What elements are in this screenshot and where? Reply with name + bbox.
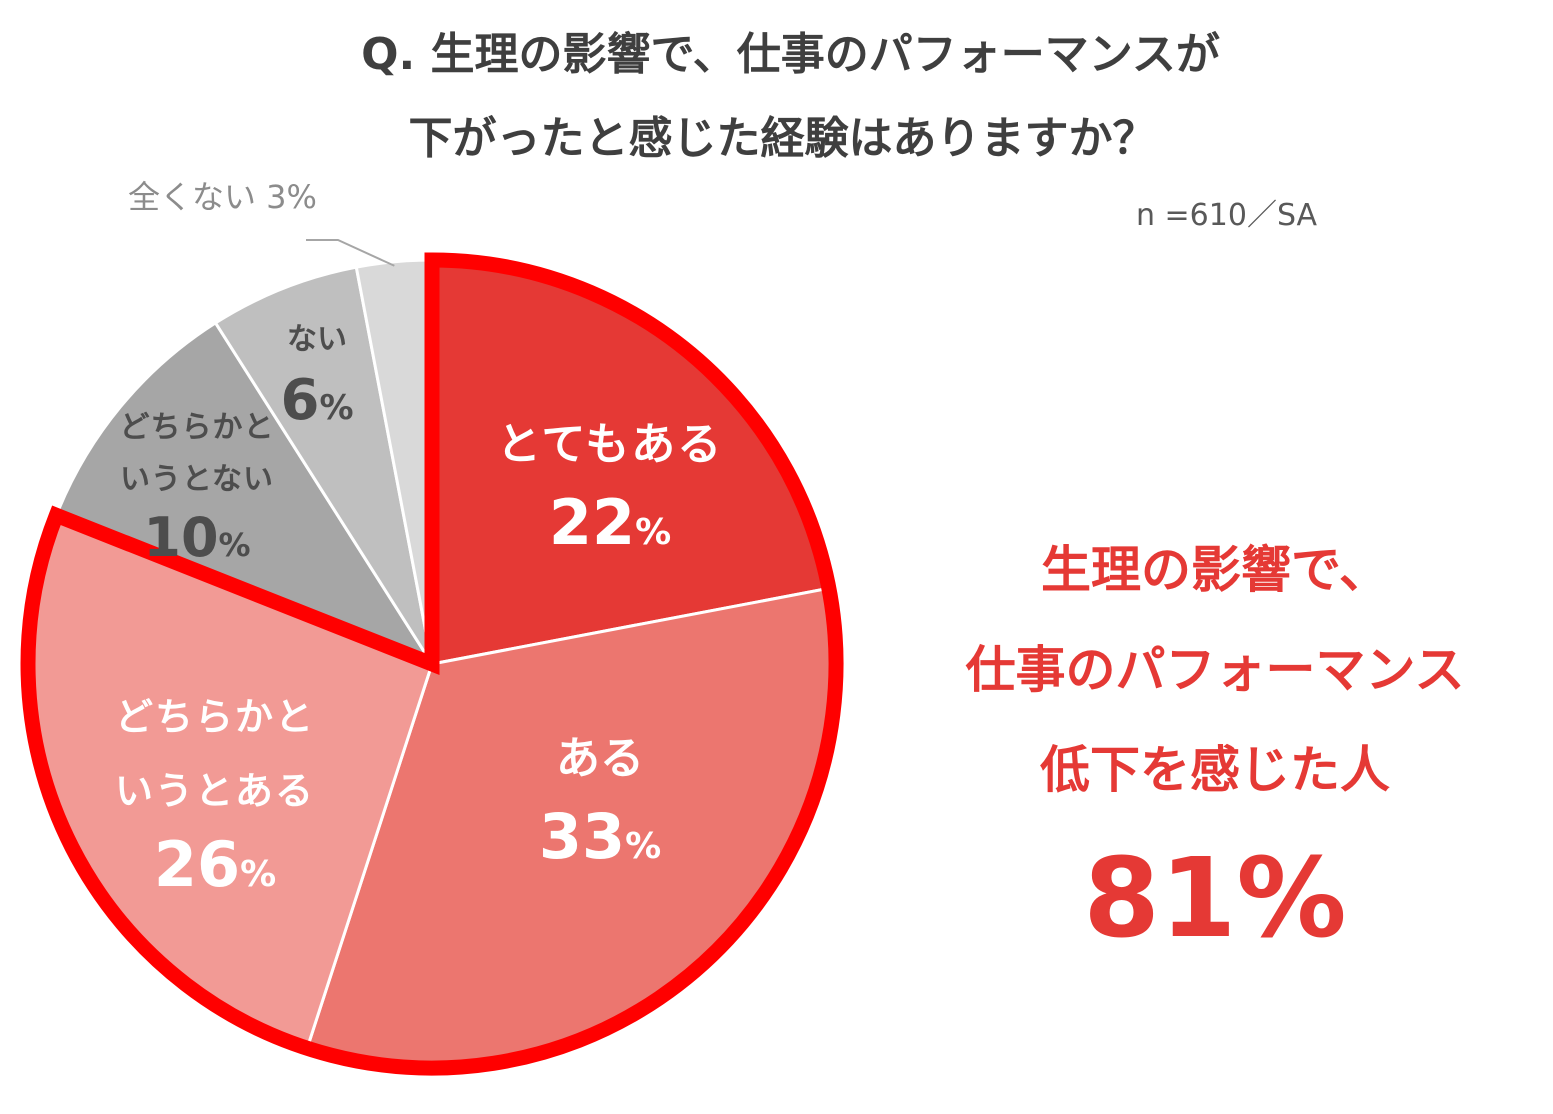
callout-line1: 生理の影響で、 (1041, 541, 1389, 599)
slice-label-very-percent: 22% (548, 486, 672, 559)
sample-size-note: n =610／SA (1136, 198, 1318, 233)
pie-slice-no (213, 265, 434, 665)
slice-label-somewhat-no: どちらかと いうとない 10% (92, 402, 302, 569)
slice-label-yes-percent: 33% (538, 800, 662, 873)
slice-label-no-percent: 6% (280, 368, 354, 433)
slice-label-somewhat-yes: どちらかと いうとある 26% (70, 680, 360, 901)
slice-label-yes: ある 33% (470, 722, 730, 873)
summary-callout: 生理の影響で、 仕事のパフォーマンス 低下を感じた人 81% (900, 520, 1530, 968)
question-title-line2: 下がったと感じた経験はありますか？ (408, 113, 1157, 164)
leader-line-none (306, 239, 395, 267)
slice-label-very: とてもある 22% (470, 408, 750, 559)
pie-slice-somewhat-no (54, 320, 436, 668)
slice-label-somewhat-no-line1: どちらかと (119, 410, 275, 445)
slice-label-somewhat-no-percent: 10% (143, 506, 251, 569)
slice-label-yes-name: ある (556, 733, 644, 784)
slice-label-somewhat-yes-percent: 26% (153, 828, 277, 901)
slice-label-no: ない 6% (252, 314, 382, 433)
callout-line3: 低下を感じた人 (1040, 741, 1390, 799)
question-title-line1: Q. 生理の影響で、仕事のパフォーマンスが (361, 29, 1220, 80)
callout-line2: 仕事のパフォーマンス (965, 641, 1465, 699)
slice-label-somewhat-no-line2: いうとない (119, 462, 275, 497)
slice-label-very-name: とてもある (496, 419, 724, 470)
slice-label-none: 全くない 3% (128, 178, 317, 216)
slice-label-no-name: ない (287, 322, 347, 357)
highlight-outline (20, 252, 844, 1076)
slice-label-somewhat-yes-line1: どちらかと (114, 695, 315, 739)
callout-value: 81% (1083, 834, 1347, 962)
slice-label-somewhat-yes-line2: いうとある (114, 769, 315, 813)
